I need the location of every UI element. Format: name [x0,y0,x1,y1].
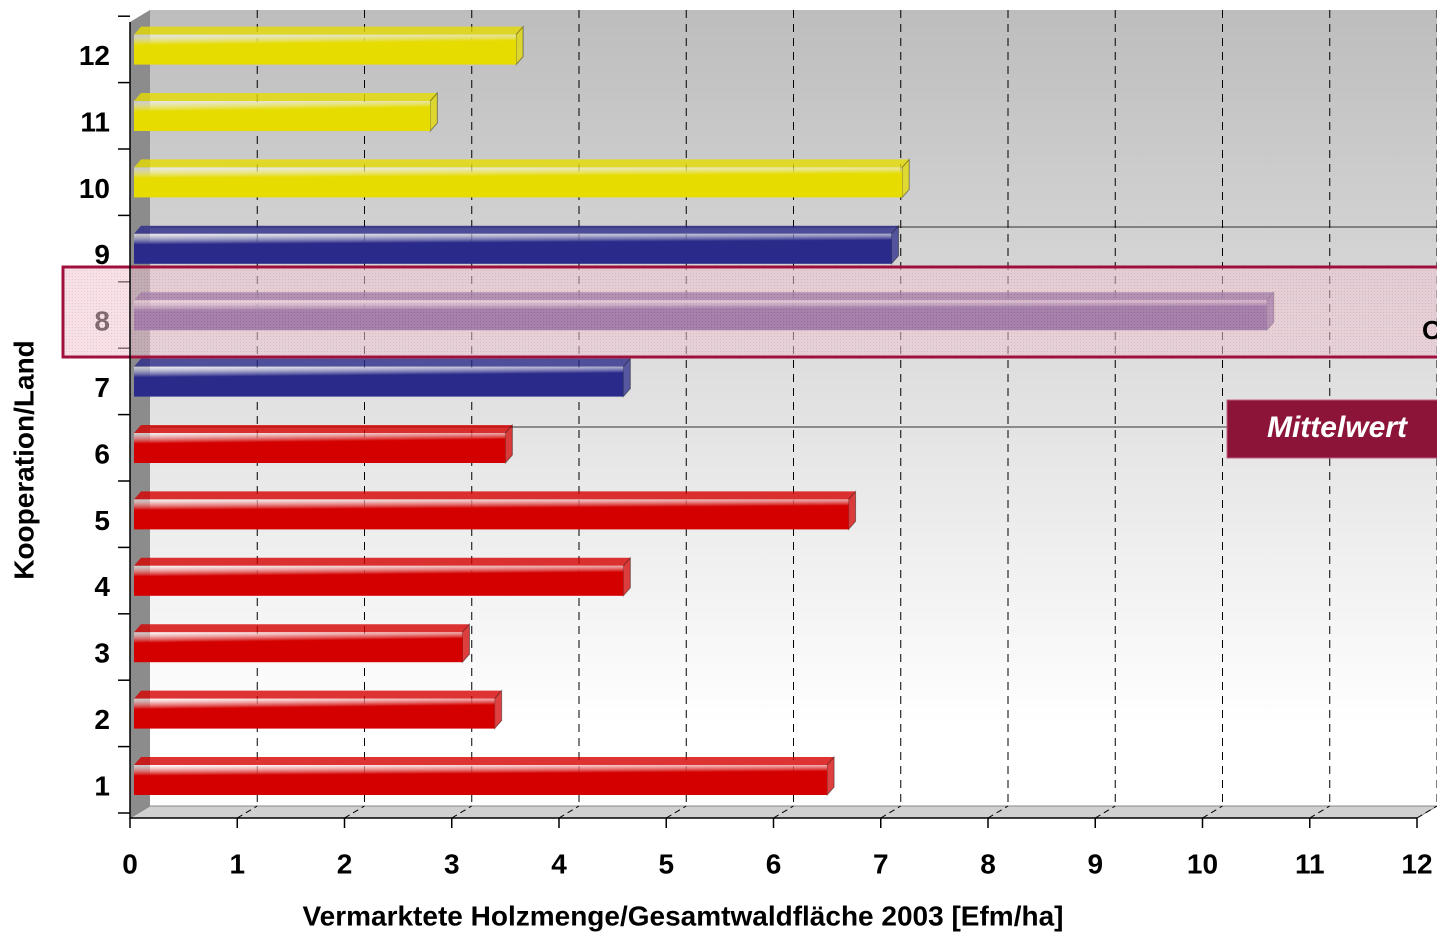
bar [134,698,495,729]
floor-line [665,805,687,819]
bar [134,499,849,530]
x-tick-label: 9 [1087,848,1103,879]
floor-line [236,805,258,819]
y-tick-label: 4 [94,571,110,602]
bar [134,632,463,663]
bar [134,433,506,463]
bar-top [134,491,856,500]
floor-line [987,805,1009,819]
y-tick-label: 1 [94,770,110,801]
y-tick-label: 5 [94,505,110,536]
bar-top [134,26,524,35]
x-tick-label: 7 [873,848,889,879]
x-tick-label: 3 [444,848,460,879]
floor-line [344,805,365,819]
bar-top [134,757,835,765]
bar [134,765,828,795]
floor-line [558,805,580,819]
floor-line [451,805,473,819]
bar [134,565,624,596]
x-tick-label: 10 [1187,848,1218,879]
x-tick-label: 5 [658,848,674,879]
bar-top [134,358,631,367]
annotation-box [1226,399,1437,459]
x-tick-label: 12 [1401,848,1432,879]
annotation: Mittelwert [1267,411,1409,444]
x-axis-title: Vermarktete Holzmenge/Gesamtwaldfläche 2… [303,900,1064,931]
floor-line [1202,805,1223,819]
bar-top [134,557,631,566]
floor-line [1309,805,1331,819]
y-tick-label: 10 [79,173,110,204]
floor-line [1416,805,1437,819]
bar-top [134,624,470,633]
highlight-box [61,265,1437,359]
bar-top [134,93,438,101]
y-tick-label: 7 [94,372,110,403]
y-tick-label: 11 [80,106,110,137]
bar-top [134,425,513,433]
y-tick-label: 6 [94,438,110,469]
y-tick-label: 12 [79,40,110,71]
bar-top [134,159,910,168]
bar [134,34,517,65]
x-tick-label: 0 [122,848,138,879]
bar [134,233,892,264]
bar [134,167,903,198]
y-tick-label: 2 [94,704,110,735]
annotation: O [1422,315,1437,345]
bar [134,101,431,131]
bar-top [134,690,502,699]
y-tick-label: 9 [94,239,110,270]
x-tick-label: 6 [766,848,782,879]
y-tick-label: 3 [94,638,110,669]
y-axis-title: Kooperation/Land [8,340,39,580]
x-tick-label: 4 [551,848,567,879]
x-tick-label: 1 [229,848,245,879]
floor-line [773,805,794,819]
x-tick-label: 8 [980,848,996,879]
bar [134,366,624,397]
x-tick-label: 11 [1295,848,1325,879]
x-tick-label: 2 [337,848,353,879]
side-wall [130,10,150,818]
floor-line [880,805,902,819]
floor-line [1094,805,1116,819]
bar-top [134,225,899,234]
